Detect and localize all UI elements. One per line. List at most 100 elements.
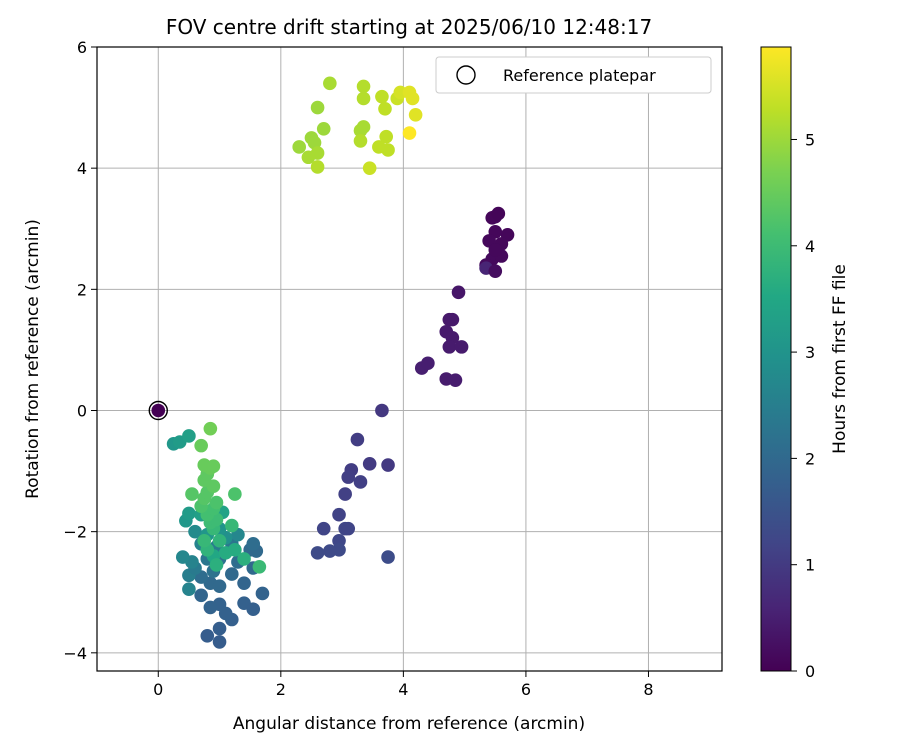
y-tick-label: −2: [63, 523, 87, 542]
colorbar-tick-label: 3: [805, 343, 815, 362]
data-point: [362, 161, 377, 175]
data-point: [323, 76, 337, 91]
y-tick-label: 0: [77, 401, 87, 420]
data-point: [316, 121, 331, 136]
plot-frame: [96, 46, 723, 672]
colorbar-tick-label: 0: [805, 662, 815, 681]
data-point: [353, 475, 368, 489]
data-point: [151, 403, 166, 418]
data-point: [332, 507, 346, 522]
data-point: [316, 521, 331, 536]
data-point: [488, 264, 503, 278]
chart-title: FOV centre drift starting at 2025/06/10 …: [166, 15, 652, 39]
data-point: [379, 129, 394, 144]
data-point: [375, 89, 389, 104]
data-point: [448, 373, 463, 388]
data-point: [255, 586, 270, 601]
x-tick-label: 8: [643, 680, 653, 699]
y-tick-label: −4: [63, 644, 87, 663]
data-point: [341, 521, 356, 536]
data-point: [188, 524, 202, 539]
data-point: [442, 340, 457, 354]
data-point: [246, 536, 261, 551]
data-point: [200, 629, 215, 643]
y-tick-label: 6: [77, 38, 87, 57]
x-tick-label: 4: [398, 680, 408, 699]
data-point: [225, 518, 239, 533]
data-point: [405, 91, 420, 106]
data-point: [225, 567, 239, 581]
y-axis-ticks: −4 −2 0 2 4 6: [63, 38, 97, 663]
data-point: [451, 285, 466, 300]
colorbar-tick-label: 5: [805, 130, 815, 149]
data-point: [197, 533, 212, 548]
data-point: [338, 487, 352, 501]
data-point: [292, 140, 307, 154]
colorbar-ticks: 0 1 2 3 4 5: [791, 130, 815, 681]
data-point: [381, 143, 395, 157]
legend-marker-icon: [456, 65, 476, 85]
data-point: [402, 126, 417, 140]
legend-label: Reference platepar: [503, 66, 656, 85]
colorbar: 0 1 2 3 4 5 Hours from first FF file: [760, 46, 850, 681]
colorbar-tick-label: 4: [805, 237, 815, 256]
data-point: [381, 550, 395, 564]
data-point: [454, 340, 469, 354]
data-point: [203, 600, 218, 615]
data-point: [301, 150, 316, 165]
data-point: [203, 421, 218, 436]
data-point: [491, 206, 506, 221]
data-point: [252, 559, 267, 574]
data-point: [206, 459, 221, 474]
data-point: [353, 134, 368, 148]
data-point: [212, 533, 227, 548]
data-point: [488, 243, 503, 257]
data-point: [182, 429, 196, 443]
x-tick-label: 6: [521, 680, 531, 699]
legend: Reference platepar: [435, 56, 712, 94]
data-point: [323, 544, 337, 558]
x-axis-label: Angular distance from reference (arcmin): [233, 714, 585, 734]
y-tick-label: 2: [77, 280, 87, 299]
data-points: [148, 76, 515, 649]
x-tick-label: 0: [153, 680, 163, 699]
colorbar-gradient: [760, 46, 792, 672]
data-point: [307, 135, 322, 150]
colorbar-label: Hours from first FF file: [830, 264, 850, 454]
data-point: [228, 543, 242, 557]
data-point: [310, 546, 325, 560]
data-point: [237, 576, 251, 590]
data-point: [182, 582, 196, 597]
y-axis-label: Rotation from reference (arcmin): [23, 219, 43, 499]
data-point: [182, 506, 196, 521]
data-point: [212, 635, 227, 649]
y-tick-label: 4: [77, 159, 87, 178]
x-axis-ticks: 0 2 4 6 8: [153, 671, 654, 699]
data-point: [356, 120, 371, 134]
data-point: [175, 550, 190, 564]
data-point: [310, 100, 325, 115]
data-point: [375, 403, 389, 418]
data-point: [212, 621, 227, 636]
legend-box: [435, 56, 712, 94]
data-point: [212, 579, 227, 593]
data-point: [246, 602, 261, 617]
data-point: [310, 160, 325, 174]
data-point: [194, 438, 208, 453]
data-point: [228, 487, 242, 501]
data-point: [381, 458, 395, 472]
data-point: [209, 558, 224, 572]
data-point: [350, 432, 365, 447]
data-point: [194, 588, 208, 603]
x-tick-label: 2: [276, 680, 286, 699]
data-point: [421, 356, 435, 371]
data-point: [445, 312, 460, 327]
colorbar-tick-label: 2: [805, 449, 815, 468]
colorbar-tick-label: 1: [805, 556, 815, 575]
data-point: [378, 101, 392, 116]
data-point: [356, 79, 371, 94]
data-point: [209, 495, 224, 510]
data-point: [356, 91, 371, 106]
data-point: [237, 552, 251, 566]
